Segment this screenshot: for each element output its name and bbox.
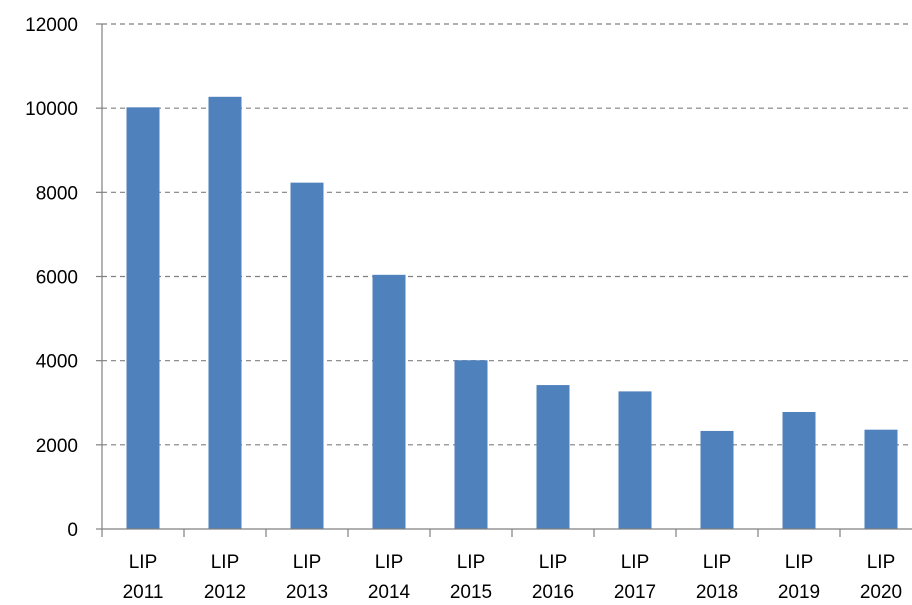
x-tick-label: LIP 2011 xyxy=(123,552,164,603)
x-tick-label-line: LIP xyxy=(129,552,158,573)
x-tick-label: LIP 2019 xyxy=(778,552,820,603)
axes xyxy=(96,23,912,537)
bar xyxy=(536,385,570,529)
bar xyxy=(700,430,734,529)
x-tick-label-line: 2020 xyxy=(860,582,902,603)
x-tick-label: LIP 2012 xyxy=(204,552,246,603)
bar xyxy=(126,107,160,529)
x-tick-label-line: 2017 xyxy=(614,582,656,603)
x-tick-label-line: 2011 xyxy=(123,582,164,603)
x-tick-label: LIP 2018 xyxy=(696,552,738,603)
x-tick-label-line: 2015 xyxy=(450,582,492,603)
bar xyxy=(782,412,816,529)
x-tick-labels: LIP 2011 LIP 2012 LIP 2013 LIP 2014 LIP 2015 LIP 20… xyxy=(123,552,903,603)
y-tick-label: 6000 xyxy=(36,268,78,289)
x-tick-label: LIP 2014 xyxy=(368,552,411,603)
x-tick-label-line: 2018 xyxy=(696,582,738,603)
x-tick-label-line: 2013 xyxy=(286,582,328,603)
x-tick-label-line: LIP xyxy=(211,552,240,573)
y-tick-label: 8000 xyxy=(36,183,78,204)
bar xyxy=(618,391,652,529)
x-tick-label-line: LIP xyxy=(539,552,568,573)
y-tick-label: 4000 xyxy=(36,352,78,373)
y-tick-label: 0 xyxy=(67,520,78,541)
x-tick-label-line: 2014 xyxy=(368,582,411,603)
x-tick-label-line: LIP xyxy=(785,552,814,573)
x-tick-label-line: LIP xyxy=(621,552,650,573)
x-tick-label: LIP 2013 xyxy=(286,552,328,603)
x-tick-label-line: 2019 xyxy=(778,582,820,603)
x-tick-label-line: LIP xyxy=(293,552,322,573)
y-tick-labels: 0 2000 4000 6000 8000 10000 12000 xyxy=(25,15,78,541)
bar xyxy=(454,360,488,529)
x-tick-label-line: LIP xyxy=(703,552,732,573)
x-tick-label-line: LIP xyxy=(457,552,486,573)
bar xyxy=(290,182,324,529)
x-tick-label: LIP 2017 xyxy=(614,552,656,603)
x-tick-label-line: 2016 xyxy=(532,582,574,603)
bar xyxy=(864,429,898,529)
bar xyxy=(372,274,406,529)
x-tick-label-line: LIP xyxy=(375,552,404,573)
x-tick-label-line: LIP xyxy=(867,552,896,573)
bars xyxy=(126,96,898,529)
y-tick-label: 2000 xyxy=(36,436,78,457)
x-tick-label: LIP 2016 xyxy=(532,552,574,603)
bar xyxy=(208,96,242,529)
y-tick-label: 12000 xyxy=(25,15,78,36)
y-tick-label: 10000 xyxy=(25,99,78,120)
x-tick-label: LIP 2015 xyxy=(450,552,492,603)
x-tick-label: LIP 2020 xyxy=(860,552,902,603)
x-tick-label-line: 2012 xyxy=(204,582,246,603)
